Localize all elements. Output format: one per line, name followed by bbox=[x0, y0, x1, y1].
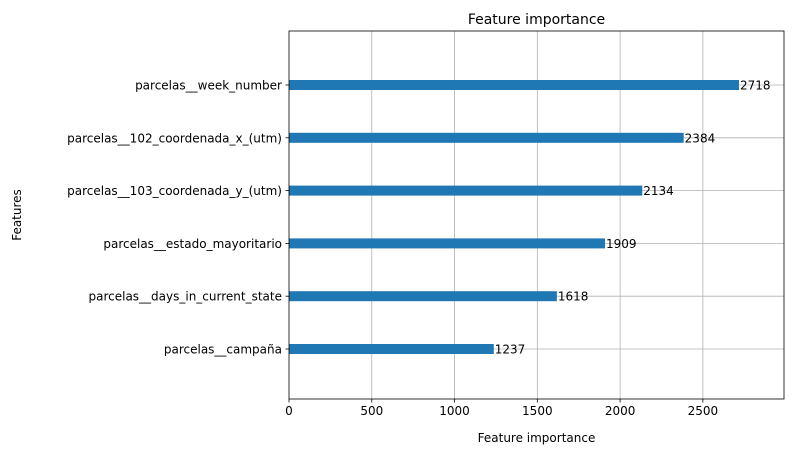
data-label: 1618 bbox=[558, 290, 589, 304]
y-tick-label: parcelas__102_coordenada_x_(utm) bbox=[67, 131, 282, 145]
x-tick-label: 1500 bbox=[522, 404, 553, 418]
x-tick-label: 2000 bbox=[605, 404, 636, 418]
chart-title: Feature importance bbox=[468, 12, 605, 28]
y-tick-label: parcelas__days_in_current_state bbox=[88, 290, 282, 304]
x-tick-label: 500 bbox=[360, 404, 383, 418]
y-axis-label: Features bbox=[10, 189, 24, 241]
y-tick-label: parcelas__campaña bbox=[164, 343, 282, 357]
data-label: 1909 bbox=[606, 237, 637, 251]
data-label: 2134 bbox=[643, 184, 674, 198]
data-label: 1237 bbox=[495, 343, 526, 357]
data-label: 2718 bbox=[740, 79, 771, 93]
y-tick-label: parcelas__week_number bbox=[135, 79, 282, 93]
data-label: 2384 bbox=[685, 131, 716, 145]
x-tick-label: 2500 bbox=[688, 404, 719, 418]
bar bbox=[289, 186, 642, 196]
y-tick-label: parcelas__103_coordenada_y_(utm) bbox=[67, 184, 282, 198]
x-axis-label: Feature importance bbox=[478, 431, 596, 445]
bar bbox=[289, 344, 494, 354]
bars bbox=[289, 80, 739, 354]
x-tick-label: 1000 bbox=[439, 404, 470, 418]
bar bbox=[289, 291, 557, 301]
x-tick-label: 0 bbox=[285, 404, 293, 418]
bar bbox=[289, 133, 684, 143]
bar bbox=[289, 238, 605, 248]
bar bbox=[289, 80, 739, 90]
y-tick-label: parcelas__estado_mayoritario bbox=[103, 237, 282, 251]
data-labels: 2718 2384 2134 1909 1618 1237 bbox=[495, 79, 771, 357]
